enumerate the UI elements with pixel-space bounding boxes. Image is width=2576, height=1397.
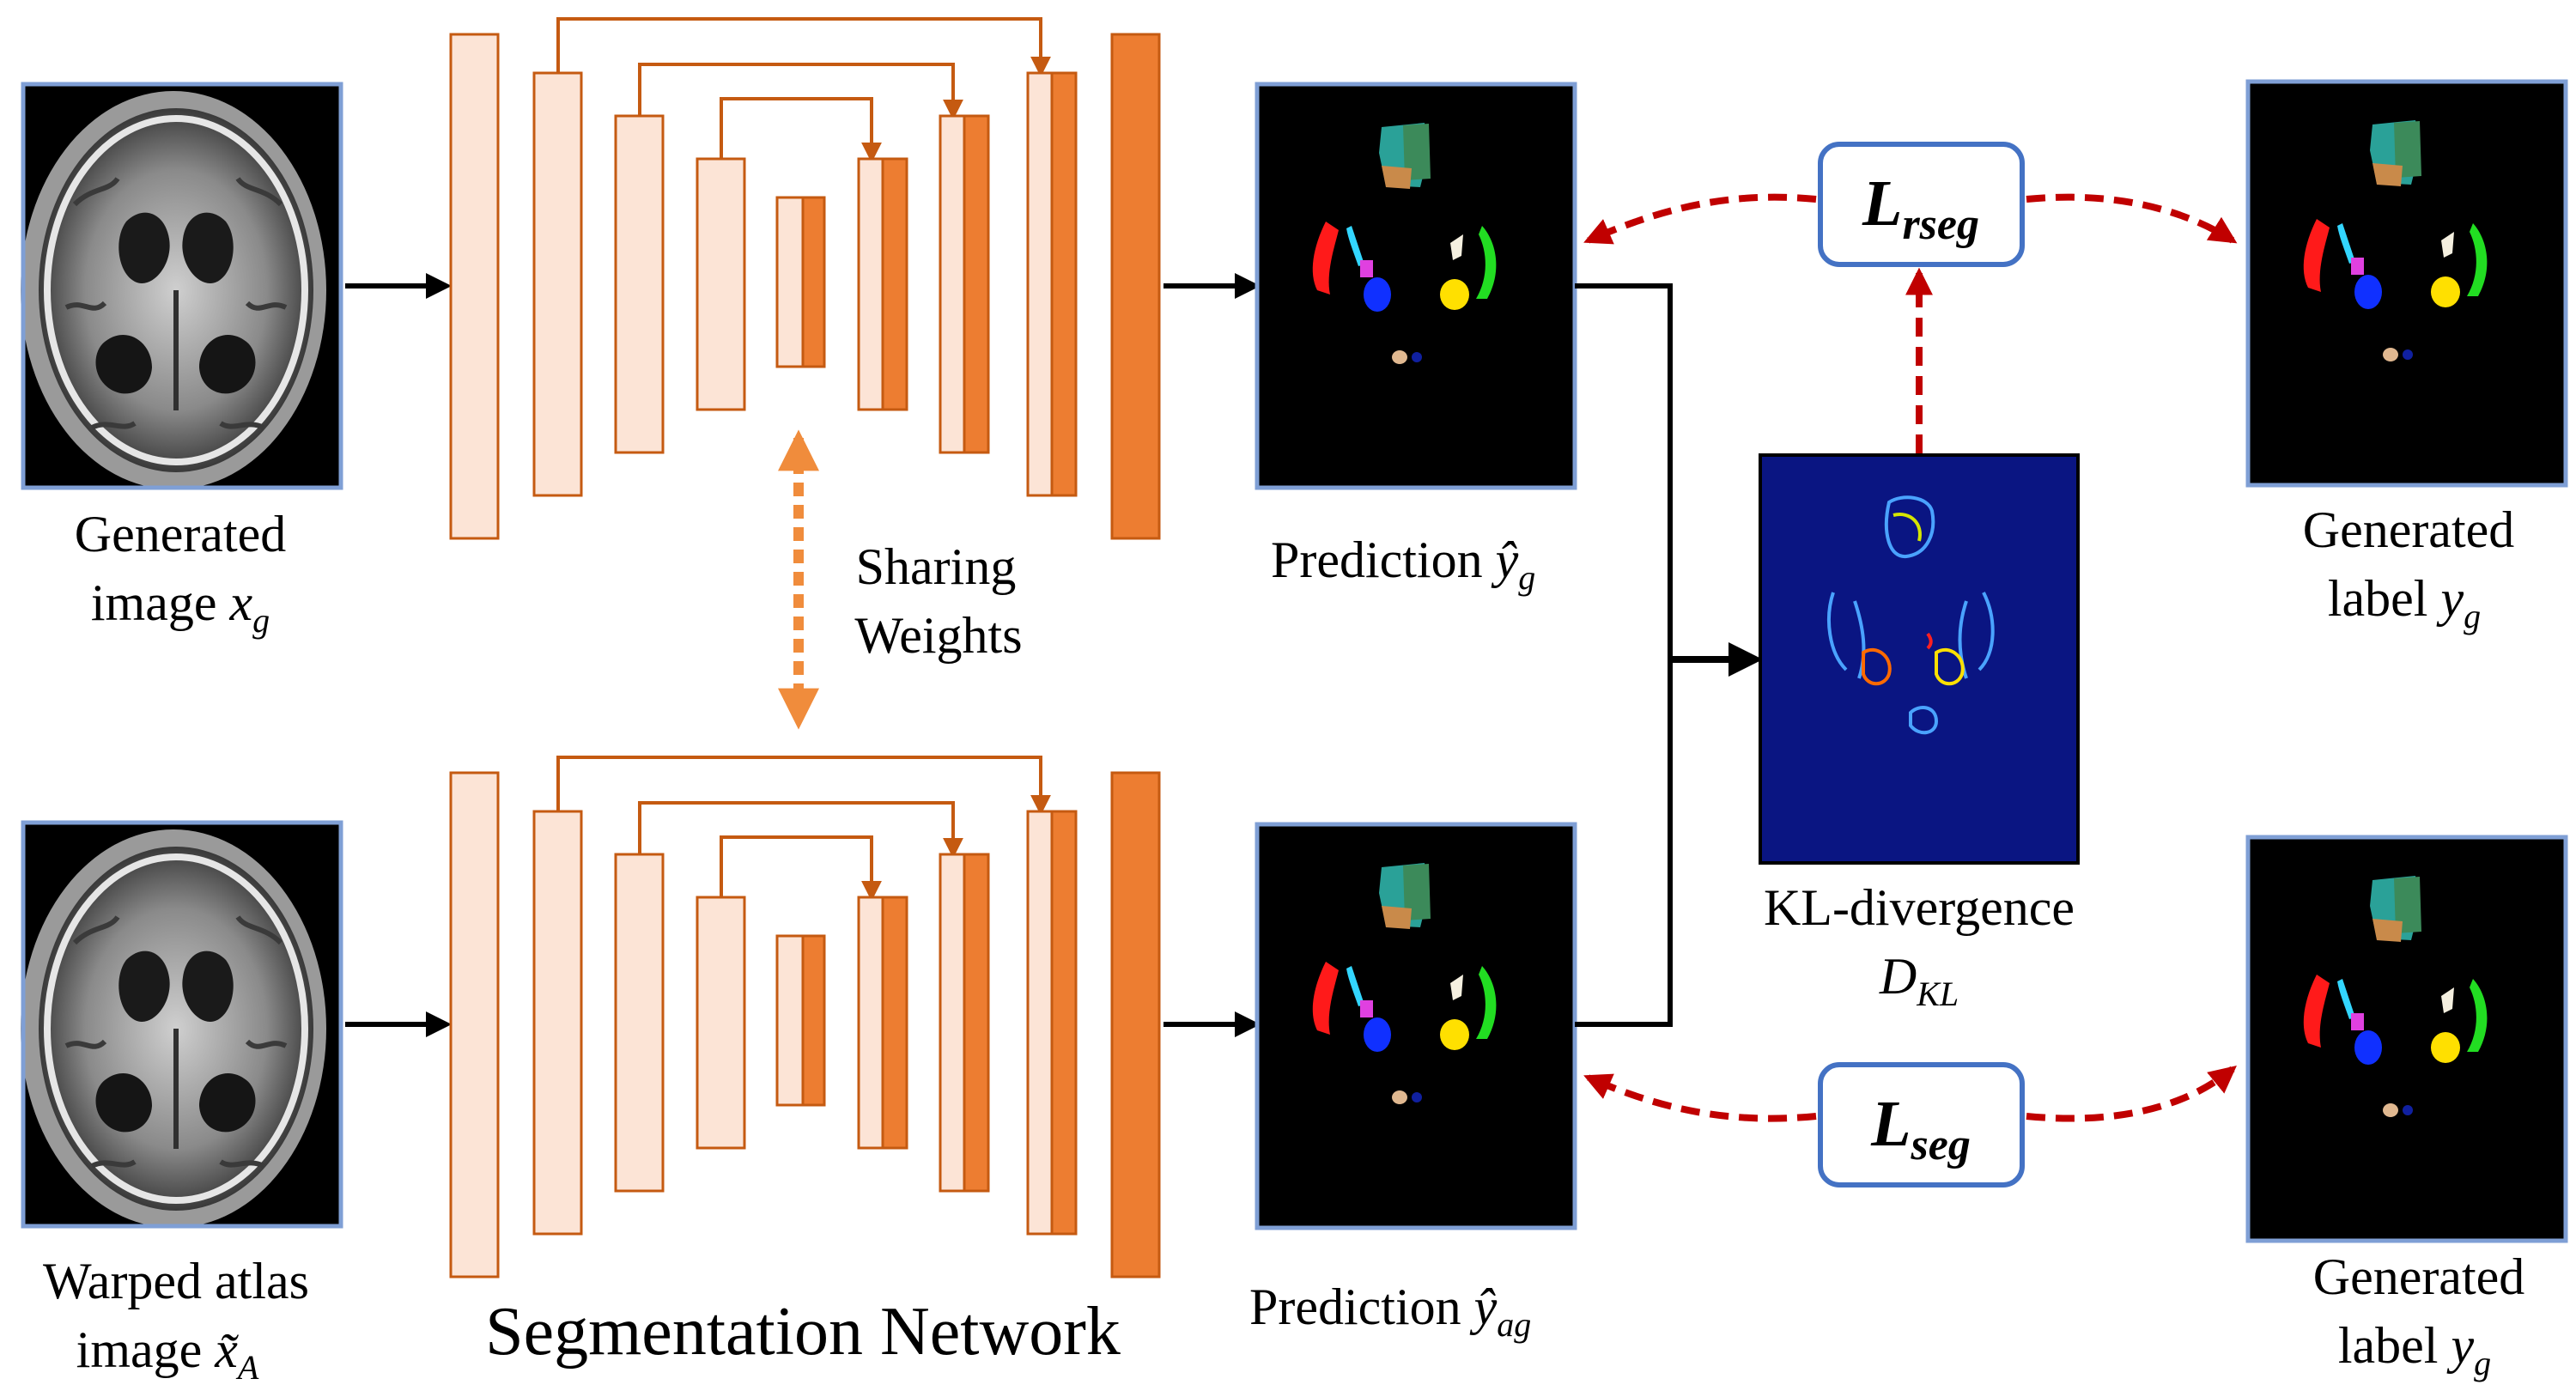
generated-image-caption-line2: image xg (91, 574, 270, 640)
seg-to-prediction-arrow (1583, 1073, 1817, 1122)
segmentation-network-top (449, 17, 1161, 540)
warped-image-caption-line2: image x̃A (76, 1321, 259, 1387)
rseg-to-label-arrow (2026, 193, 2238, 244)
encoder-block-4 (696, 896, 746, 1150)
generated-image (21, 84, 341, 489)
label-bottom-caption-line2: label yg (2338, 1317, 2491, 1382)
encoder-block-2 (532, 71, 583, 497)
prediction-bottom-caption: Prediction ŷag (1249, 1279, 1531, 1344)
decoder-block-2 (939, 114, 966, 454)
decoder-block-1 (857, 896, 884, 1150)
loss-seg-box: Lseg (1818, 1062, 2025, 1187)
generated-label-image-top (2245, 79, 2568, 488)
output-block (1110, 771, 1161, 1279)
prediction-image-top (1255, 82, 1577, 490)
decoder-block-1 (857, 157, 884, 411)
encoder-block-3 (614, 853, 665, 1193)
svg-text:Lseg: Lseg (1870, 1088, 1971, 1169)
warped-atlas-image (21, 823, 341, 1228)
decoder-block-2 (939, 853, 966, 1193)
prediction-image-bottom (1255, 822, 1577, 1230)
rseg-to-prediction-arrow (1583, 193, 1817, 245)
seg-to-label-arrow (2026, 1065, 2237, 1122)
encoder-block-2 (532, 810, 583, 1236)
kl-divergence-map (1759, 453, 2080, 865)
sharing-weights-label-line1: Sharing (856, 538, 1017, 595)
encoder-block-1 (449, 771, 500, 1279)
generated-label-image-bottom (2245, 835, 2568, 1243)
kl-connector (1575, 283, 1673, 1027)
generated-image-caption-line1: Generated (75, 506, 287, 562)
bottleneck-block (775, 934, 805, 1107)
network-title: Segmentation Network (485, 1294, 1121, 1370)
loss-rseg-box: Lrseg (1818, 142, 2025, 267)
kl-caption-line2: DKL (1879, 948, 1959, 1013)
decoder-block-3 (1026, 71, 1054, 497)
bottleneck-block (775, 196, 805, 368)
label-bottom-caption-line1: Generated (2313, 1248, 2525, 1305)
label-top-caption-line1: Generated (2303, 501, 2515, 558)
prediction-top-caption: Prediction ŷg (1271, 531, 1535, 597)
sharing-weights-label-line2: Weights (854, 607, 1022, 664)
segmentation-network-bottom (449, 756, 1161, 1279)
encoder-block-4 (696, 157, 746, 411)
svg-text:Lrseg: Lrseg (1862, 167, 1979, 249)
kl-caption-line1: KL-divergence (1764, 879, 2075, 936)
encoder-block-3 (614, 114, 665, 454)
decoder-block-3 (1026, 810, 1054, 1236)
encoder-block-1 (449, 33, 500, 540)
warped-image-caption-line1: Warped atlas (43, 1253, 309, 1309)
label-top-caption-line2: label yg (2328, 570, 2481, 635)
output-block (1110, 33, 1161, 540)
